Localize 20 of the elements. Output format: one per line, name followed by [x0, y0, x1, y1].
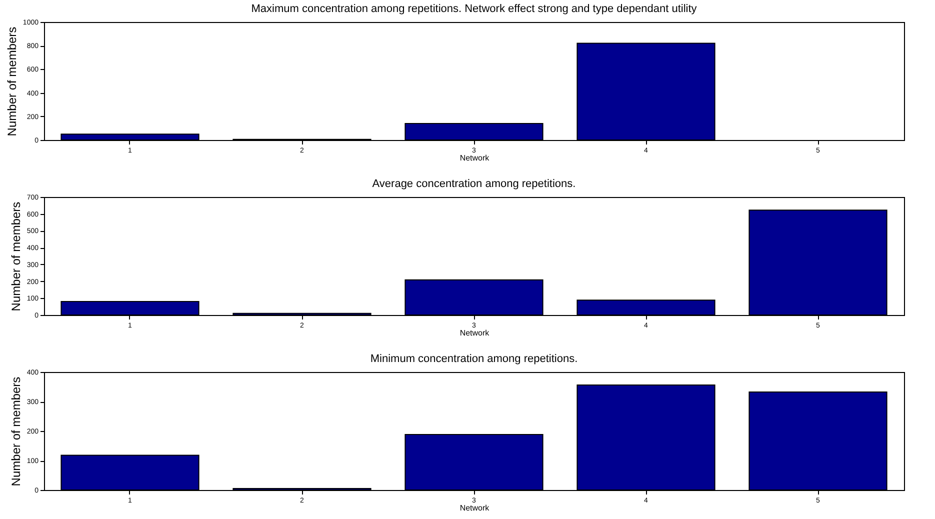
- chart-title: Average concentration among repetitions.: [372, 178, 576, 190]
- bar: [60, 454, 200, 490]
- y-axis-title: Number of members: [8, 202, 23, 312]
- chart-title: Maximum concentration among repetitions. Network effect strong and type dependant utility: [251, 3, 698, 15]
- bar: [404, 122, 544, 140]
- y-axis-title: Number of members: [8, 376, 23, 486]
- x-axis-title: Network: [460, 328, 490, 338]
- bar: [576, 384, 716, 490]
- bar: [60, 301, 200, 316]
- bar: [748, 210, 888, 316]
- bar: [576, 300, 716, 316]
- bar: [404, 434, 544, 490]
- x-axis-title: Network: [460, 154, 490, 162]
- bar: [748, 392, 888, 490]
- chart-title: Minimum concentration among repetitions.: [370, 353, 578, 365]
- bar: [404, 279, 544, 316]
- y-axis-title: Number of members: [4, 26, 19, 136]
- bar: [576, 42, 716, 140]
- x-axis-title: Network: [460, 504, 490, 512]
- bar: [60, 134, 200, 140]
